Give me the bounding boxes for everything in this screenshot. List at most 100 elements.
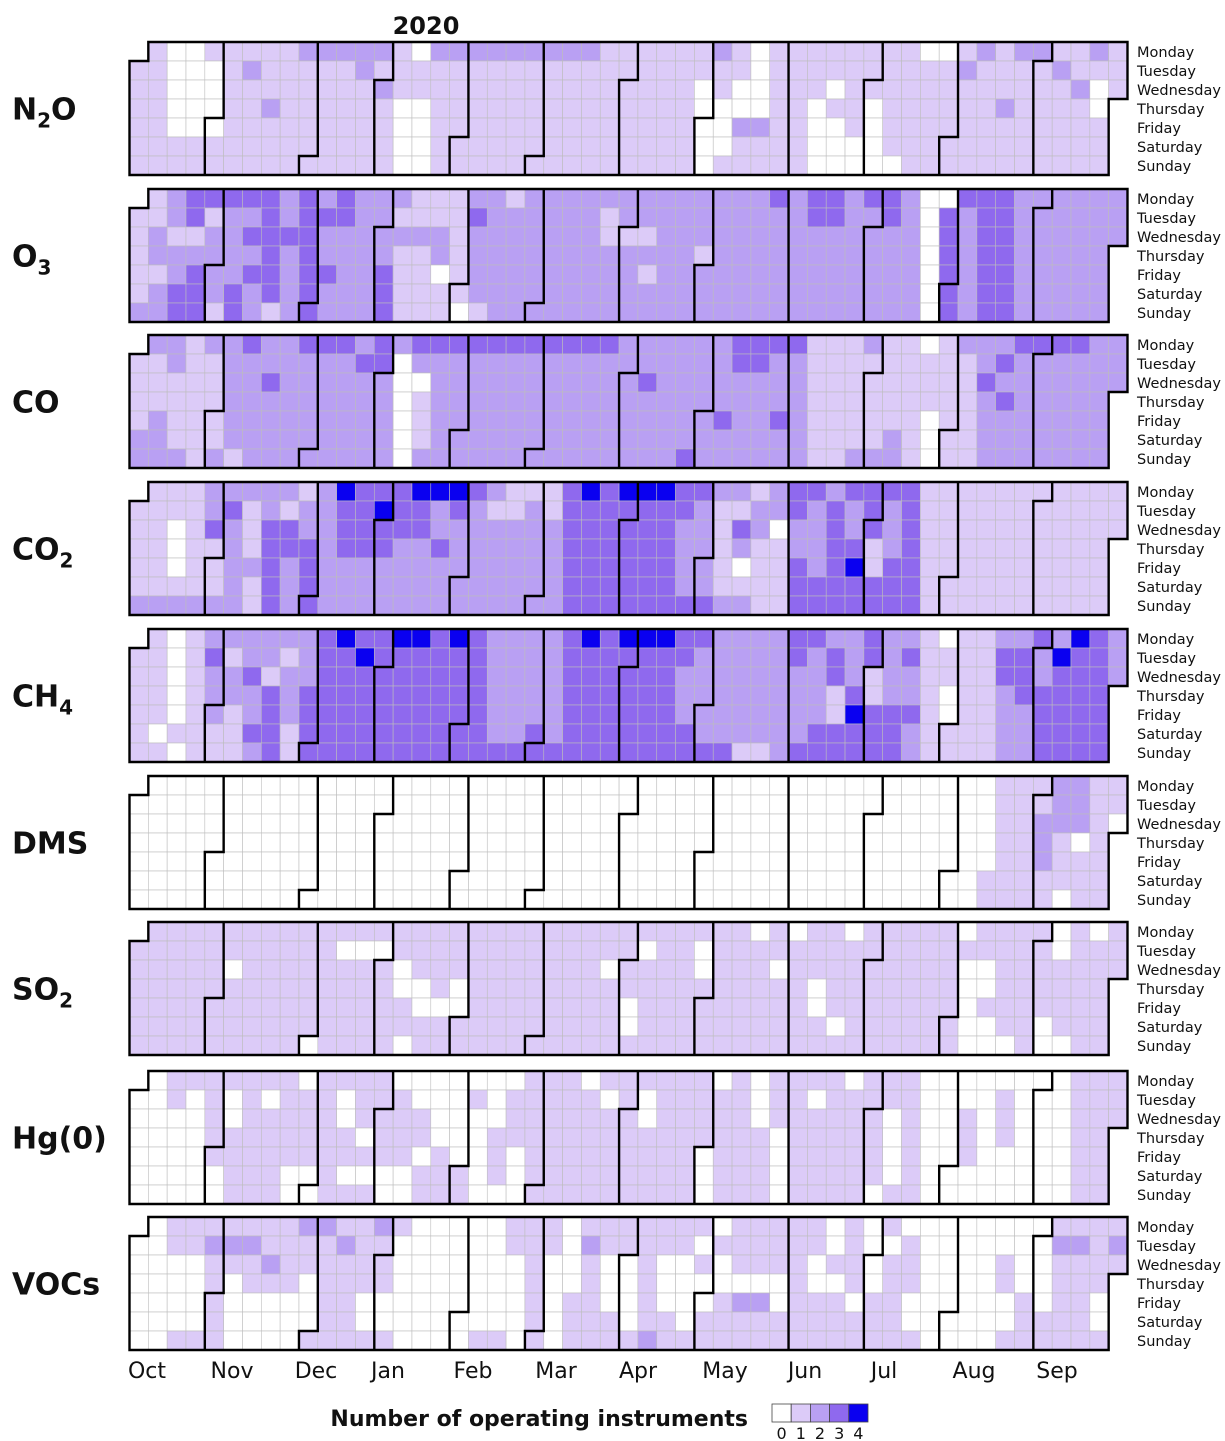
day-cell [1108, 519, 1128, 540]
day-cell [242, 155, 262, 176]
day-cell [411, 704, 432, 725]
day-cell [1070, 1016, 1091, 1037]
day-cell [920, 1108, 940, 1129]
day-cell [355, 921, 375, 942]
day-cell [825, 666, 846, 687]
day-cell [920, 723, 940, 744]
day-cell [712, 1235, 733, 1256]
day-cell [317, 595, 337, 616]
day-cell [373, 959, 394, 980]
day-cell [317, 1108, 337, 1129]
day-cell [204, 851, 224, 872]
day-cell [694, 1165, 714, 1186]
day-cell [599, 188, 620, 209]
day-cell [411, 889, 432, 910]
day-cell [449, 723, 469, 744]
day-cell [430, 775, 450, 796]
day-label: Saturday [1137, 1315, 1203, 1331]
day-cell [562, 1089, 582, 1110]
day-cell [204, 1330, 224, 1351]
day-cell [750, 832, 771, 853]
day-cell [543, 723, 563, 744]
day-cell [129, 1184, 149, 1205]
day-cell [185, 576, 206, 597]
day-cell [543, 302, 563, 323]
day-cell [637, 41, 658, 62]
day-cell [694, 813, 714, 834]
day-cell [204, 685, 224, 706]
day-cell [242, 481, 262, 502]
day-cell [411, 1216, 432, 1237]
day-cell [807, 283, 827, 304]
day-cell [976, 959, 996, 980]
day-cell [430, 302, 450, 323]
day-cell [769, 1035, 789, 1056]
day-cell [1089, 1146, 1109, 1167]
day-cell [166, 921, 187, 942]
day-cell [863, 226, 883, 247]
day-cell [543, 207, 563, 228]
day-cell [656, 921, 676, 942]
day-cell [242, 207, 262, 228]
day-cell [599, 500, 620, 521]
day-cell [185, 595, 206, 616]
day-cell [1070, 264, 1091, 285]
day-cell [223, 1254, 243, 1275]
day-cell [317, 117, 337, 138]
day-cell [731, 391, 752, 412]
day-cell [581, 666, 601, 687]
day-cell [261, 60, 281, 81]
day-cell [995, 889, 1015, 910]
day-cell [279, 334, 300, 355]
day-cell [392, 1070, 413, 1091]
day-cell [562, 353, 582, 374]
day-label: Tuesday [1136, 1093, 1196, 1109]
day-cell [807, 647, 827, 668]
month-label: Oct [128, 1359, 166, 1384]
day-cell [769, 978, 789, 999]
day-cell [486, 1089, 507, 1110]
day-cell [1051, 775, 1072, 796]
day-cell [957, 1254, 978, 1275]
day-cell [204, 1254, 224, 1275]
day-cell [637, 794, 658, 815]
day-cell [166, 978, 187, 999]
day-cell [430, 264, 450, 285]
day-cell [731, 870, 752, 891]
day-cell [279, 79, 300, 100]
day-cell [543, 60, 563, 81]
day-cell [599, 1108, 620, 1129]
day-cell [825, 940, 846, 961]
day-cell [505, 1311, 526, 1332]
day-cell [1051, 302, 1072, 323]
day-cell [581, 1089, 601, 1110]
day-cell [355, 1311, 375, 1332]
day-cell [242, 1127, 262, 1148]
day-cell [242, 1035, 262, 1056]
day-cell [279, 481, 300, 502]
day-cell [336, 628, 356, 649]
month-boundary [373, 922, 395, 1055]
month-boundary [693, 42, 715, 175]
day-cell [1051, 429, 1072, 450]
day-cell [449, 889, 469, 910]
day-cell [807, 1254, 827, 1275]
day-cell [279, 519, 300, 540]
panel-outline [128, 627, 1129, 764]
month-label: Sep [1036, 1359, 1077, 1384]
day-cell [392, 959, 413, 980]
day-cell [355, 226, 375, 247]
day-cell [750, 628, 771, 649]
day-cell [430, 1146, 450, 1167]
day-cell [769, 519, 789, 540]
day-cell [599, 576, 620, 597]
day-cell [1051, 1108, 1072, 1129]
day-cell [1051, 978, 1072, 999]
day-cell [204, 1184, 224, 1205]
day-cell [185, 372, 206, 393]
day-cell [788, 372, 808, 393]
day-cell [882, 448, 902, 469]
month-boundary [523, 629, 545, 762]
day-cell [524, 628, 545, 649]
day-cell [675, 283, 695, 304]
